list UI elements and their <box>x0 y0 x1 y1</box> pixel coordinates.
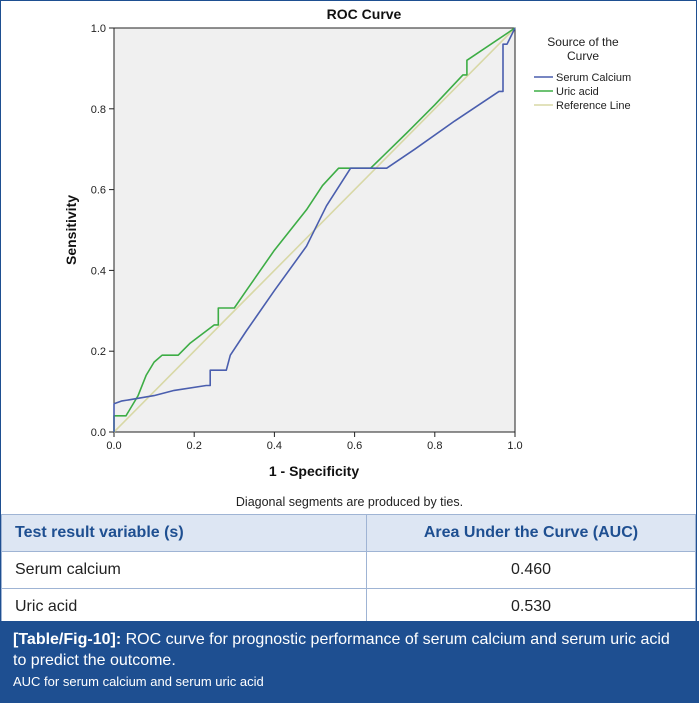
table-row: Uric acid 0.530 <box>1 588 696 626</box>
y-axis-label: Sensitivity <box>63 195 79 265</box>
figure-caption: [Table/Fig-10]: ROC curve for prognostic… <box>0 621 699 703</box>
x-tick-label: 0.6 <box>347 440 362 452</box>
legend-label-reference-line: Reference Line <box>556 100 631 112</box>
chart-title: ROC Curve <box>327 6 402 22</box>
x-tick-label: 0.0 <box>106 440 121 452</box>
x-axis-label: 1 - Specificity <box>269 463 359 479</box>
series-line-serum-calcium <box>113 27 516 432</box>
row-variable-name: Uric acid <box>1 588 367 626</box>
auc-table: Test result variable (s) Area Under the … <box>1 514 696 626</box>
caption-text: ROC curve for prognostic performance of … <box>13 631 670 669</box>
y-tick-label: 0.8 <box>91 104 106 116</box>
row-variable-name: Serum calcium <box>1 551 367 589</box>
header-auc: Area Under the Curve (AUC) <box>366 514 696 552</box>
series-line-uric-acid <box>113 27 516 432</box>
y-tick-label: 0.0 <box>91 427 106 439</box>
roc-chart-svg: ROC Curve 0.0 0.2 0.4 0.6 0.8 1.0 0.0 0.2 0.4 0.6… <box>63 6 631 479</box>
table-header-row: Test result variable (s) Area Under the … <box>1 514 696 552</box>
x-tick-label: 0.2 <box>187 440 202 452</box>
caption-subtext: AUC for serum calcium and serum uric aci… <box>13 674 264 689</box>
chart-footnote: Diagonal segments are produced by ties. <box>235 495 464 509</box>
y-tick-label: 1.0 <box>91 23 106 35</box>
x-tick-label: 0.4 <box>267 440 282 452</box>
y-tick-label: 0.6 <box>91 185 106 197</box>
row-auc-value: 0.530 <box>366 588 696 626</box>
roc-chart: ROC Curve 0.0 0.2 0.4 0.6 0.8 1.0 0.0 0.2 0.4 0.6… <box>63 6 631 479</box>
legend-label-serum-calcium: Serum Calcium <box>556 72 631 84</box>
legend-title-line-2: Curve <box>567 49 599 63</box>
table-row: Serum calcium 0.460 <box>1 551 696 589</box>
y-tick-label: 0.2 <box>91 346 106 358</box>
y-tick-label: 0.4 <box>91 265 106 277</box>
row-auc-value: 0.460 <box>366 551 696 589</box>
legend: Source of the Curve Serum Calcium Uric ac… <box>534 35 631 112</box>
legend-label-uric-acid: Uric acid <box>556 86 599 98</box>
axis-ticks: 0.0 0.2 0.4 0.6 0.8 1.0 0.0 0.2 0.4 0.6 0.8 1.0 <box>91 23 523 452</box>
x-tick-label: 0.8 <box>427 440 442 452</box>
caption-tag: [Table/Fig-10]: <box>13 631 122 648</box>
roc-curves <box>113 27 516 433</box>
header-test-variable: Test result variable (s) <box>1 514 367 552</box>
x-tick-label: 1.0 <box>507 440 522 452</box>
caption-main: [Table/Fig-10]: ROC curve for prognostic… <box>13 629 686 671</box>
legend-title-line-1: Source of the <box>547 35 619 49</box>
